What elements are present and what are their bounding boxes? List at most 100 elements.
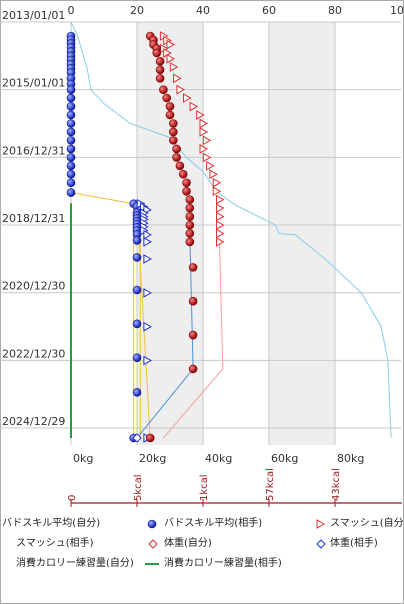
- data-point: [148, 539, 158, 549]
- data-point: [185, 195, 195, 204]
- kcal-axis: 0 5kcal 1kcal 57kcal 43kcal: [67, 468, 402, 507]
- data-point: [143, 321, 152, 332]
- y-axis-date-ticks: 2013/01/01 2015/01/01 2016/12/31 2018/12/31…: [2, 9, 65, 428]
- bottom-tick-label: 60kg: [271, 452, 298, 465]
- data-point: [155, 65, 165, 75]
- kcal-tick-label: 43kcal: [331, 468, 342, 501]
- bottom-tick-label: 0kg: [73, 452, 93, 465]
- kcal-tick-label: 1kcal: [199, 474, 210, 501]
- data-point: [212, 177, 222, 188]
- data-point: [143, 237, 152, 247]
- data-point: [66, 153, 76, 162]
- data-point: [199, 127, 209, 137]
- series-lines: [70, 21, 392, 439]
- data-point: [189, 101, 199, 112]
- y-tick-label: 2020/12/30: [2, 280, 65, 293]
- legend: バドスキル平均(自分) バドスキル平均(相手) スマッシュ(自分) スマッシュ(相手)…: [0, 515, 404, 575]
- data-point: [185, 212, 195, 221]
- data-point: [188, 330, 198, 340]
- data-point: [162, 93, 171, 103]
- top-tick-label: 80: [328, 4, 342, 17]
- y-tick-label: 2024/12/29: [2, 415, 65, 428]
- legend-label: 消費カロリー練習量(相手): [164, 558, 282, 569]
- data-point: [66, 169, 76, 179]
- data-point: [216, 228, 225, 239]
- data-point: [169, 127, 178, 137]
- top-tick-label: 20: [130, 4, 144, 17]
- y-tick-label: 2016/12/31: [2, 144, 65, 157]
- data-point: [202, 152, 212, 163]
- data-point: [166, 39, 176, 50]
- connector-line: [163, 241, 224, 439]
- data-point: [132, 285, 142, 295]
- data-point: [132, 319, 142, 329]
- legend-label: 消費カロリー練習量(自分): [16, 558, 134, 569]
- bottom-tick-label: 80kg: [337, 452, 364, 465]
- data-point: [199, 144, 209, 154]
- top-tick-label: 60: [262, 4, 276, 17]
- data-point: [66, 136, 76, 145]
- y-tick-label: 2018/12/31: [2, 212, 65, 225]
- data-point: [216, 194, 225, 205]
- data-point: [66, 178, 76, 188]
- data-point: [152, 48, 162, 58]
- top-tick-label: 40: [196, 4, 210, 17]
- kcal-tick-label: 0: [67, 495, 78, 501]
- data-point: [185, 237, 195, 247]
- data-point: [143, 288, 152, 298]
- data-point: [66, 188, 76, 197]
- data-point: [132, 236, 142, 245]
- scatter-chart: 2013/01/01 2015/01/01 2016/12/31 2018/12/31…: [0, 4, 404, 507]
- y-tick-label: 2015/01/01: [2, 77, 65, 90]
- series-line: [70, 21, 392, 438]
- data-point: [169, 62, 179, 72]
- kcal-tick-label: 57kcal: [265, 468, 276, 501]
- data-point: [172, 153, 181, 162]
- bottom-tick-label: 40kg: [205, 452, 232, 465]
- bottom-axis-ticks: 0kg 20kg 40kg 60kg 80kg: [73, 452, 364, 465]
- data-point: [196, 110, 205, 120]
- data-point: [166, 53, 176, 64]
- shaded-bands: [137, 22, 335, 445]
- data-point: [175, 161, 185, 171]
- data-point: [202, 135, 212, 146]
- top-tick-label: 0: [68, 4, 75, 17]
- legend-label: スマッシュ(相手): [16, 538, 94, 549]
- data-point: [216, 203, 225, 213]
- data-point: [66, 110, 76, 120]
- connector-line: [70, 192, 135, 438]
- data-point: [182, 186, 191, 196]
- data-point: [132, 253, 142, 262]
- top-axis-ticks: 0 20 40 60 80 10: [68, 4, 404, 17]
- y-tick-label: 2013/01/01: [2, 9, 65, 22]
- data-point: [169, 136, 178, 145]
- data-point: [132, 388, 142, 397]
- data-point: [216, 220, 225, 230]
- y-tick-label: 2022/12/30: [2, 347, 65, 360]
- data-point: [183, 93, 192, 103]
- data-point: [66, 119, 76, 128]
- series-marks: [66, 31, 225, 443]
- data-point: [199, 118, 209, 129]
- data-point: [173, 73, 182, 84]
- data-point: [145, 433, 155, 443]
- data-point: [209, 169, 218, 180]
- data-point: [143, 229, 152, 240]
- top-tick-label: 10: [390, 4, 404, 17]
- data-point: [66, 102, 76, 111]
- legend-label: スマッシュ(自分): [330, 518, 404, 529]
- data-point: [66, 161, 76, 171]
- data-point: [178, 169, 188, 179]
- data-point: [66, 127, 76, 137]
- data-point: [159, 85, 168, 94]
- data-point: [165, 110, 175, 120]
- data-point: [212, 186, 222, 197]
- legend-label: 体重(自分): [164, 538, 212, 549]
- legend-label: バドスキル平均(自分): [2, 518, 101, 529]
- data-point: [143, 355, 152, 366]
- data-point: [66, 85, 76, 94]
- data-point: [206, 160, 215, 171]
- data-point: [66, 144, 76, 154]
- data-point: [316, 539, 326, 549]
- legend-markers: [145, 519, 326, 565]
